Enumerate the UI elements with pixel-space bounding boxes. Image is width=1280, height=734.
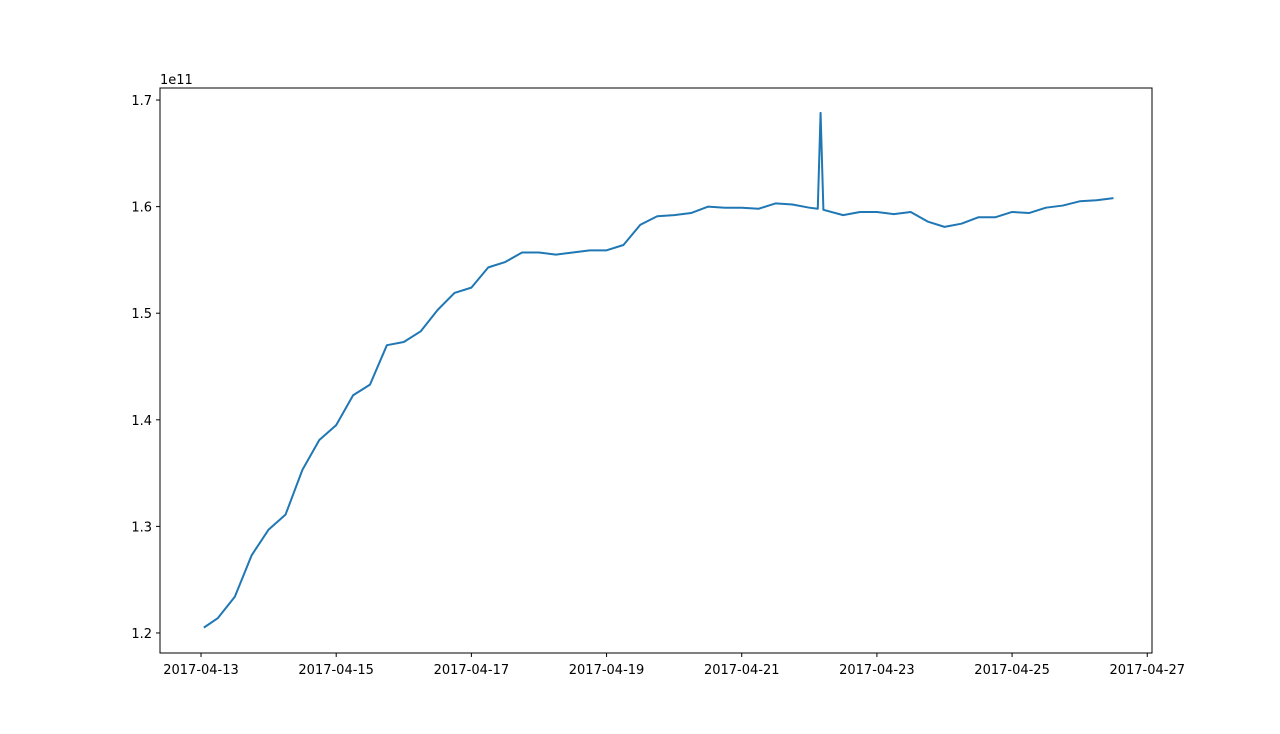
axes-frame xyxy=(159,87,1153,654)
y-tick-label: 1.5 xyxy=(131,307,152,322)
y-tick-label: 1.2 xyxy=(131,627,152,642)
x-tick-label: 2017-04-19 xyxy=(569,663,645,678)
offset-label: 1e11 xyxy=(160,73,193,88)
y-tick-label: 1.3 xyxy=(131,520,152,535)
x-tick-label: 2017-04-23 xyxy=(839,663,915,678)
x-tick-label: 2017-04-17 xyxy=(434,663,510,678)
data-line xyxy=(203,111,1114,629)
y-tick-label: 1.4 xyxy=(131,414,152,429)
x-tick-label: 2017-04-15 xyxy=(298,663,374,678)
x-tick-label: 2017-04-13 xyxy=(163,663,239,678)
y-tick-label: 1.6 xyxy=(131,201,152,216)
x-tick-label: 2017-04-21 xyxy=(704,663,780,678)
x-tick-label: 2017-04-27 xyxy=(1109,663,1185,678)
y-tick-label: 1.7 xyxy=(131,94,152,109)
x-tick-label: 2017-04-25 xyxy=(974,663,1050,678)
